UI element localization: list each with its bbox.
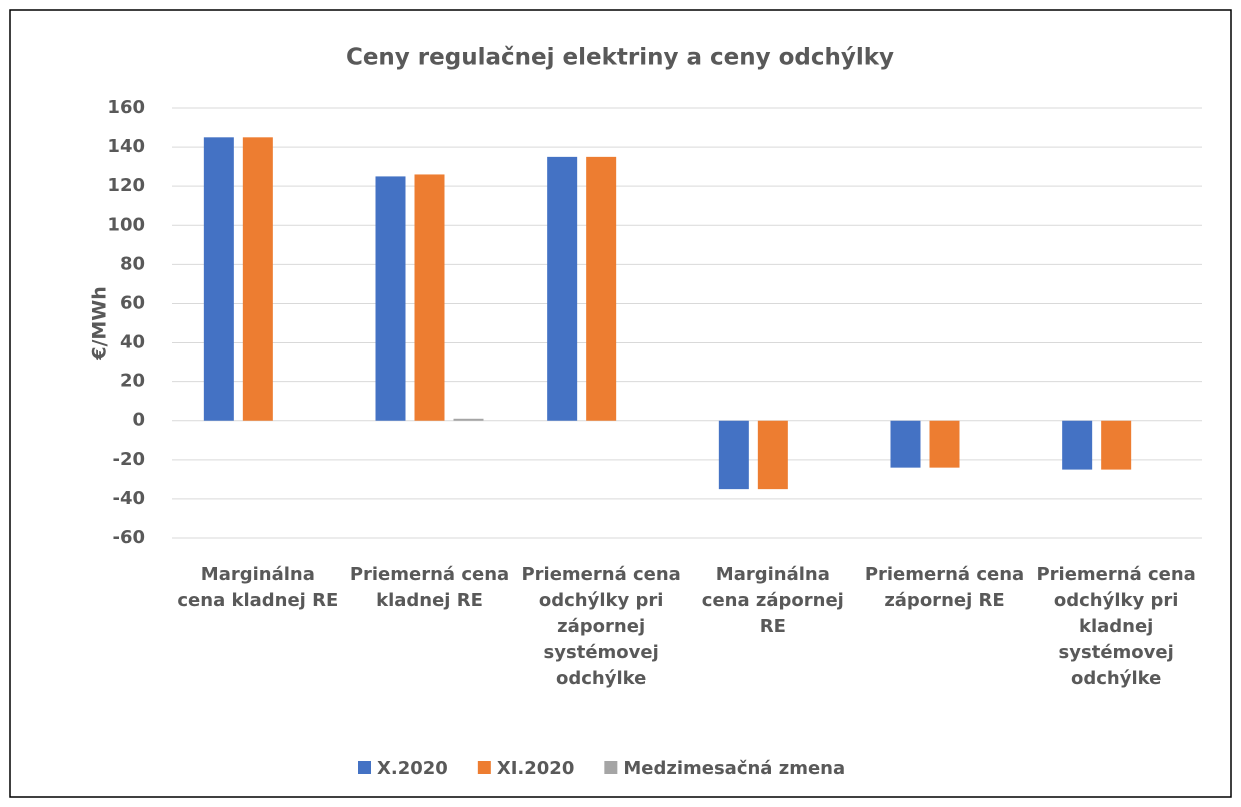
x-tick-label: Priemerná cena kladnej RE xyxy=(349,564,510,611)
y-tick-label: 0 xyxy=(132,410,145,431)
bar xyxy=(547,156,578,421)
y-tick-label: -20 xyxy=(112,449,145,470)
y-tick-label: -40 xyxy=(112,488,145,509)
y-tick-label: 20 xyxy=(120,371,145,392)
x-tick-label: Marginálna cena kladnej RE xyxy=(177,564,339,611)
bar xyxy=(929,420,960,468)
bar xyxy=(586,156,617,421)
bar xyxy=(453,418,484,421)
bar xyxy=(1101,420,1132,470)
bar xyxy=(1062,420,1093,470)
y-tick-label: 40 xyxy=(120,332,145,353)
bar xyxy=(414,174,445,421)
chart-title: Ceny regulačnej elektriny a ceny odchýlk… xyxy=(346,45,894,71)
legend-swatch xyxy=(604,761,618,774)
x-tick-label: Priemerná cena zápornej RE xyxy=(864,564,1025,611)
x-tick-label: Priemerná cena odchýlky pri kladnej syst… xyxy=(1036,564,1196,689)
y-tick-label: 80 xyxy=(120,253,145,274)
bar xyxy=(242,137,273,421)
y-tick-label: 100 xyxy=(107,214,145,235)
bar xyxy=(718,420,749,490)
legend-swatch xyxy=(477,761,491,774)
x-tick-label: Marginálna cena zápornej RE xyxy=(701,564,844,637)
legend-label: X.2020 xyxy=(377,758,448,779)
y-tick-label: 120 xyxy=(107,175,145,196)
y-tick-label: 160 xyxy=(107,97,145,118)
bar xyxy=(203,137,234,421)
y-tick-label: -60 xyxy=(112,527,145,548)
x-tick-label: Priemerná cena odchýlky pri zápornej sys… xyxy=(521,564,681,689)
legend-label: XI.2020 xyxy=(497,758,575,779)
bar xyxy=(890,420,921,468)
legend-swatch xyxy=(358,761,371,774)
y-tick-label: 140 xyxy=(107,136,145,157)
legend-label: Medzimesačná zmena xyxy=(623,758,845,779)
bar xyxy=(375,176,406,421)
bar xyxy=(757,420,788,490)
y-axis-label: €/MWh xyxy=(89,286,111,361)
y-tick-label: 60 xyxy=(120,292,145,313)
